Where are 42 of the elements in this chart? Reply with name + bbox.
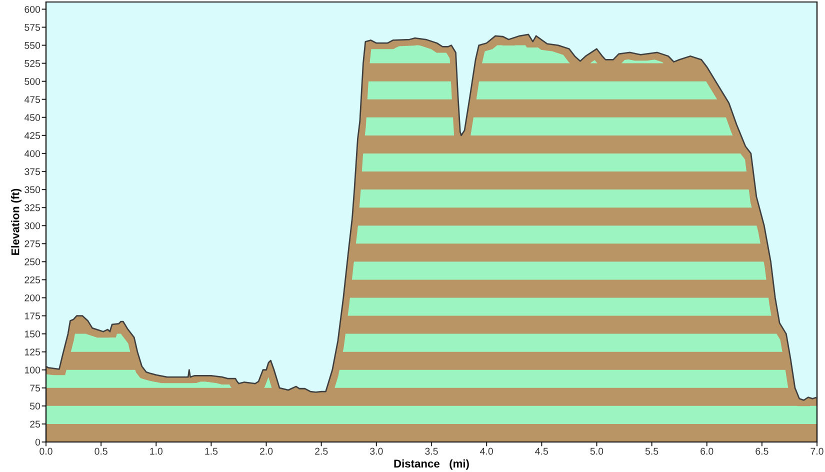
y-tick-label: 525: [24, 60, 40, 67]
y-tick-label: 475: [24, 96, 40, 103]
x-tick-label: 2.0: [260, 448, 273, 455]
x-tick-label: 3.0: [370, 448, 383, 455]
y-tick-label: 575: [24, 24, 40, 31]
y-tick-label: 400: [24, 150, 40, 158]
y-tick-label: 325: [24, 204, 40, 212]
y-tick-label: 275: [24, 240, 40, 248]
x-tick-label: 4.5: [535, 448, 548, 455]
y-tick-label: 450: [24, 114, 40, 122]
y-tick-label: 600: [24, 6, 40, 13]
y-tick-label: 0: [35, 438, 40, 446]
x-tick-label: 1.0: [150, 448, 163, 455]
y-tick-label: 250: [24, 258, 40, 266]
y-tick-label: 550: [24, 42, 40, 49]
x-tick-label: 4.0: [480, 448, 493, 455]
y-tick-label: 75: [30, 384, 40, 392]
y-tick-label: 150: [24, 330, 40, 338]
y-tick-label: 200: [24, 294, 40, 302]
y-tick-label: 25: [30, 420, 40, 428]
y-tick-label: 375: [24, 168, 40, 176]
y-tick-label: 175: [24, 312, 40, 320]
x-tick-label: 6.5: [756, 448, 768, 455]
y-axis-title: Elevation (ft): [11, 188, 22, 255]
x-tick-label: 1.5: [205, 448, 218, 455]
x-tick-label: 5.0: [590, 448, 604, 455]
y-tick-label: 500: [24, 78, 40, 85]
y-tick-label: 300: [24, 222, 40, 230]
y-tick-label: 50: [30, 402, 40, 410]
x-tick-label: 5.5: [645, 448, 658, 455]
x-axis-title: Distance (mi): [394, 459, 469, 470]
y-tick-label: 425: [24, 132, 40, 140]
y-tick-label: 100: [24, 366, 40, 374]
x-tick-label: 3.5: [425, 448, 438, 455]
x-tick-label: 0.0: [40, 448, 52, 455]
y-tick-label: 350: [24, 186, 40, 194]
x-tick-label: 0.5: [94, 448, 108, 455]
x-tick-label: 7.0: [810, 448, 824, 455]
x-tick-label: 6.0: [700, 448, 714, 455]
y-tick-label: 125: [24, 348, 40, 356]
x-tick-label: 2.5: [315, 448, 328, 455]
y-tick-label: 225: [24, 276, 40, 284]
